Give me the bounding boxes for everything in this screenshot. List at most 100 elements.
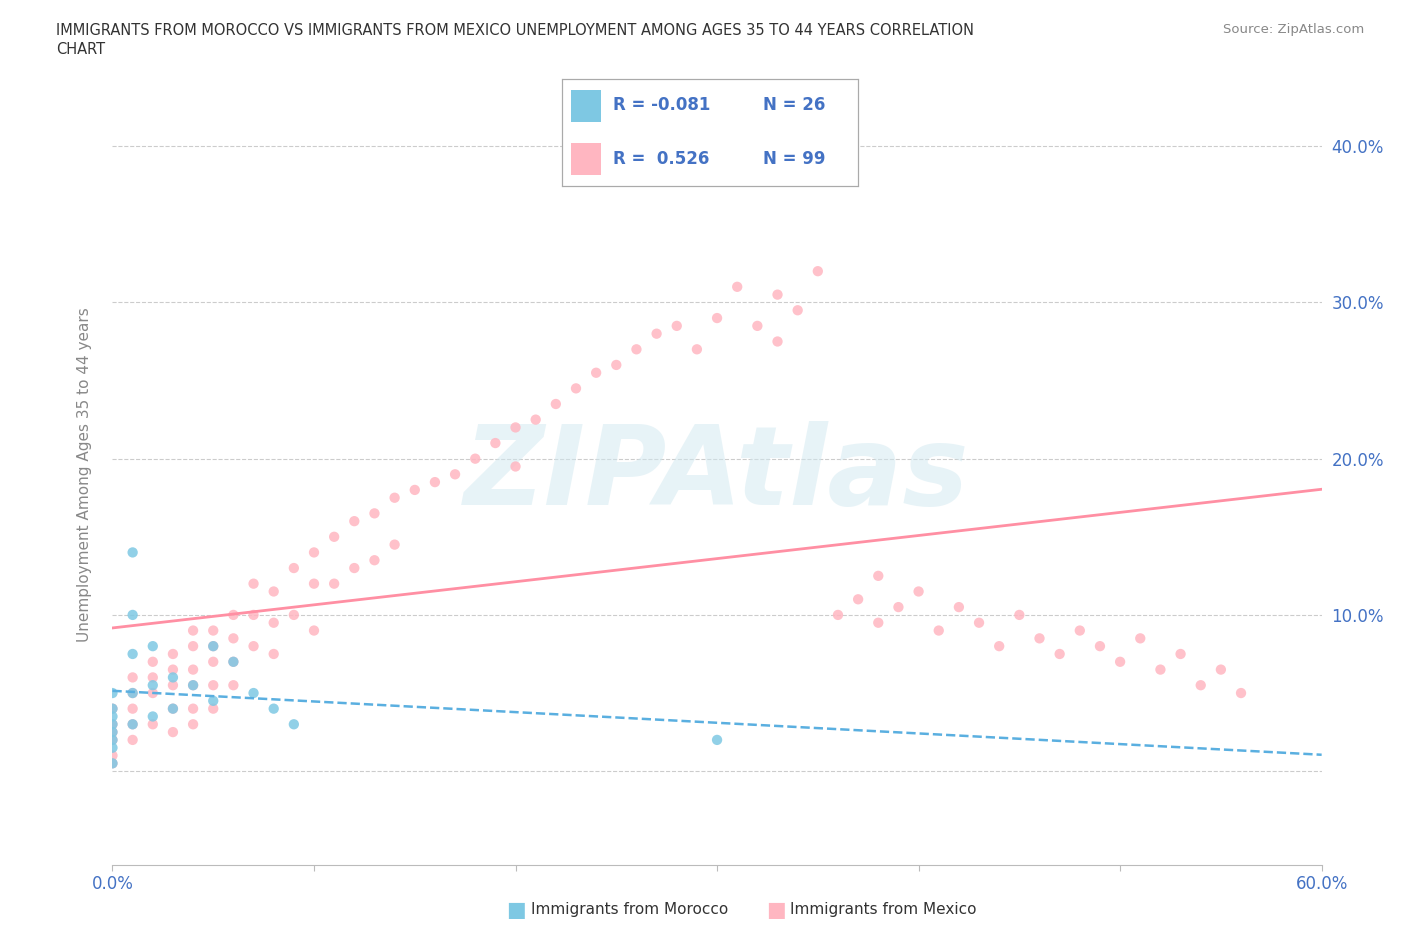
- Point: [363, 552, 385, 567]
- Point: [101, 717, 124, 732]
- Point: [101, 701, 124, 716]
- Point: [605, 357, 627, 372]
- Point: [1109, 655, 1132, 670]
- Point: [686, 342, 709, 357]
- Point: [1028, 631, 1050, 645]
- Point: [302, 623, 325, 638]
- Point: [484, 435, 506, 450]
- Point: [786, 303, 808, 318]
- Point: [162, 646, 184, 661]
- Point: [868, 616, 890, 631]
- Point: [928, 623, 950, 638]
- Point: [846, 591, 869, 606]
- Text: R = -0.081: R = -0.081: [613, 96, 710, 114]
- Text: Immigrants from Mexico: Immigrants from Mexico: [790, 902, 977, 917]
- Point: [101, 748, 124, 763]
- Point: [121, 646, 143, 661]
- Point: [505, 420, 527, 435]
- Text: IMMIGRANTS FROM MOROCCO VS IMMIGRANTS FROM MEXICO UNEMPLOYMENT AMONG AGES 35 TO : IMMIGRANTS FROM MOROCCO VS IMMIGRANTS FR…: [56, 23, 974, 38]
- Text: N = 99: N = 99: [763, 150, 825, 167]
- Point: [101, 709, 124, 724]
- Point: [725, 279, 748, 294]
- Point: [181, 639, 204, 654]
- Point: [302, 545, 325, 560]
- Point: [121, 670, 143, 684]
- Point: [202, 623, 225, 638]
- Point: [747, 318, 769, 333]
- Point: [1049, 646, 1071, 661]
- Point: [404, 483, 426, 498]
- Point: [827, 607, 849, 622]
- Point: [423, 474, 446, 489]
- Point: [1209, 662, 1232, 677]
- Point: [121, 717, 143, 732]
- Point: [907, 584, 929, 599]
- Point: [181, 623, 204, 638]
- Point: [202, 701, 225, 716]
- Point: [142, 709, 165, 724]
- Point: [101, 685, 124, 700]
- Point: [263, 616, 285, 631]
- Point: [222, 607, 245, 622]
- Point: [222, 678, 245, 693]
- Point: [706, 733, 728, 748]
- Point: [181, 678, 204, 693]
- Point: [263, 584, 285, 599]
- Point: [1008, 607, 1031, 622]
- Bar: [571, 89, 600, 122]
- Point: [121, 607, 143, 622]
- Point: [242, 607, 264, 622]
- Point: [121, 685, 143, 700]
- Point: [142, 717, 165, 732]
- Point: [505, 459, 527, 474]
- Text: N = 26: N = 26: [763, 96, 825, 114]
- Point: [1149, 662, 1171, 677]
- Point: [948, 600, 970, 615]
- Point: [101, 756, 124, 771]
- Point: [181, 717, 204, 732]
- Point: [142, 670, 165, 684]
- Point: [121, 733, 143, 748]
- Point: [807, 264, 830, 279]
- Point: [181, 662, 204, 677]
- Text: ■: ■: [506, 899, 526, 920]
- Text: ZIPAtlas: ZIPAtlas: [464, 420, 970, 528]
- Point: [142, 639, 165, 654]
- Point: [162, 701, 184, 716]
- Point: [142, 678, 165, 693]
- Point: [766, 287, 789, 302]
- Point: [242, 685, 264, 700]
- Point: [887, 600, 910, 615]
- Point: [283, 607, 305, 622]
- Point: [162, 662, 184, 677]
- Point: [766, 334, 789, 349]
- Point: [162, 724, 184, 739]
- Point: [181, 678, 204, 693]
- Point: [181, 701, 204, 716]
- Point: [585, 365, 607, 380]
- Point: [202, 639, 225, 654]
- Point: [242, 577, 264, 591]
- Point: [323, 529, 346, 544]
- Point: [323, 577, 346, 591]
- Point: [121, 545, 143, 560]
- Point: [101, 724, 124, 739]
- Point: [1170, 646, 1192, 661]
- Point: [524, 412, 547, 427]
- Point: [101, 740, 124, 755]
- Point: [706, 311, 728, 325]
- Point: [101, 733, 124, 748]
- Point: [1129, 631, 1152, 645]
- Point: [162, 678, 184, 693]
- Point: [665, 318, 688, 333]
- Point: [121, 717, 143, 732]
- Point: [363, 506, 385, 521]
- Point: [202, 655, 225, 670]
- Point: [142, 685, 165, 700]
- Point: [464, 451, 486, 466]
- Point: [988, 639, 1011, 654]
- Point: [283, 717, 305, 732]
- Point: [202, 694, 225, 709]
- Point: [142, 655, 165, 670]
- Point: [384, 538, 406, 552]
